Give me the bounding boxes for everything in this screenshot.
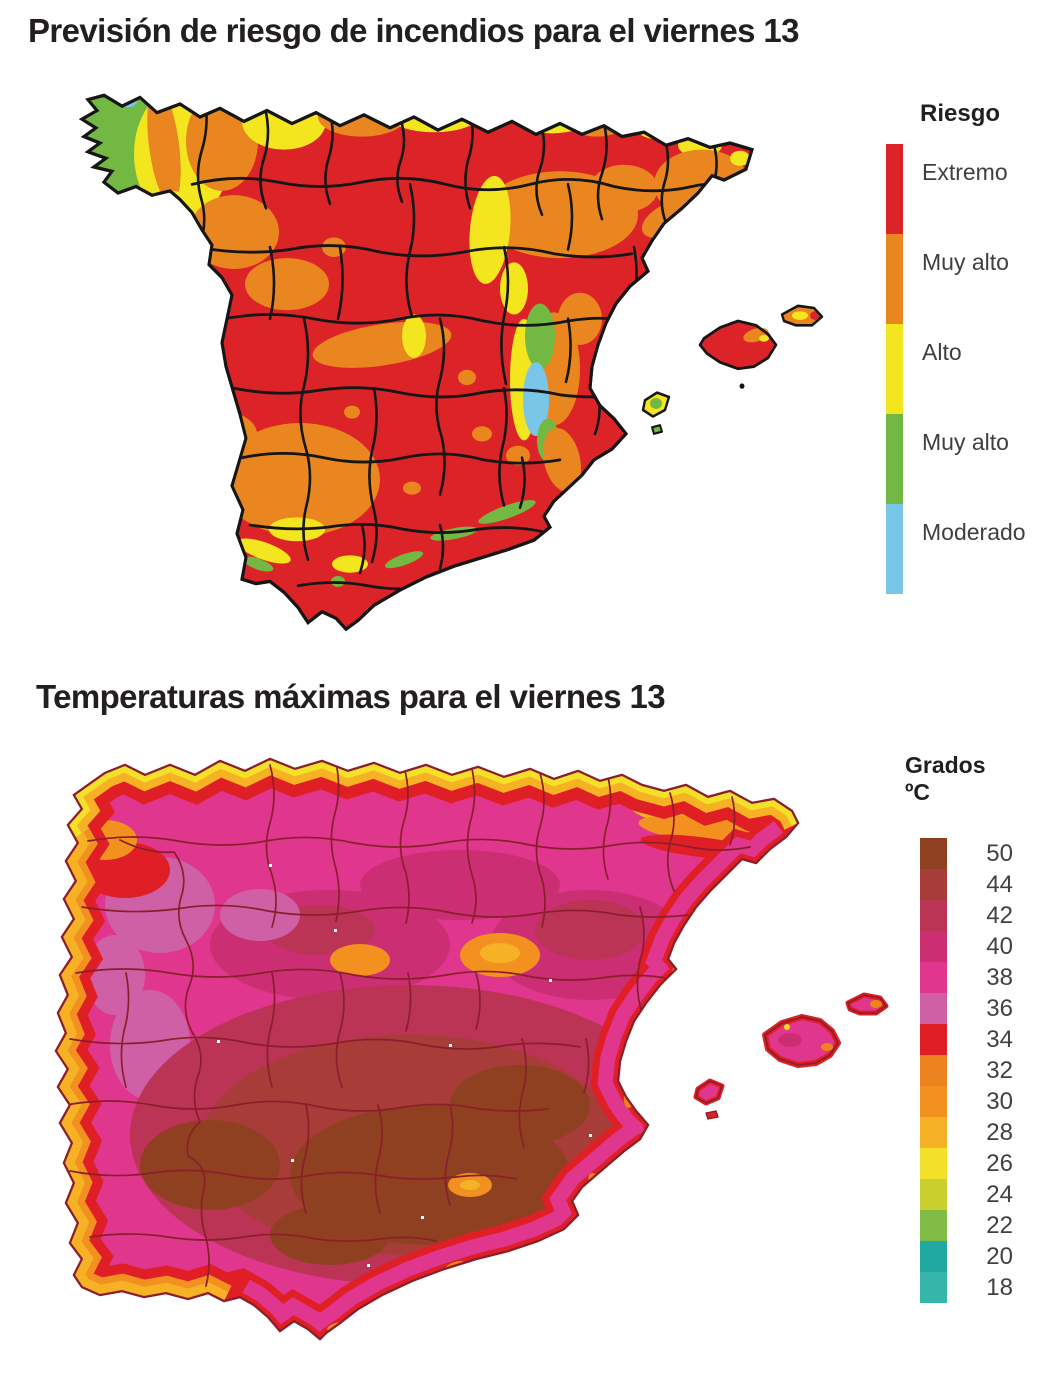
risk-legend-header: Riesgo <box>920 100 1001 127</box>
temp-legend-item: 50 <box>905 838 1015 869</box>
temp-legend-swatch <box>920 1241 947 1272</box>
temp-legend-swatch <box>920 962 947 993</box>
temp-legend-swatch <box>920 900 947 931</box>
temp-legend-swatch <box>920 1055 947 1086</box>
temp-legend-item: 32 <box>905 1055 1015 1086</box>
temp-legend-label: 24 <box>986 1181 1013 1208</box>
risk-legend-swatch <box>886 234 903 324</box>
temp-legend-label: 28 <box>986 1119 1013 1146</box>
risk-legend-label: Extremo <box>922 159 1008 185</box>
spain-temperature-map <box>54 757 889 1341</box>
temp-legend-items: 50 44 42 40 38 36 34 32 30 28 26 24 22 20 18 <box>905 838 1015 1303</box>
risk-legend-item: Alto <box>886 324 1061 414</box>
temp-legend-swatch <box>920 1148 947 1179</box>
temp-legend-label: 18 <box>986 1274 1013 1301</box>
temp-legend-label: 32 <box>986 1057 1013 1084</box>
temp-legend-swatch <box>920 931 947 962</box>
temp-legend-item: 38 <box>905 962 1015 993</box>
risk-legend-items: Extremo Muy alto Alto Muy alto Moderado <box>886 144 1061 594</box>
temp-legend-swatch <box>920 1210 947 1241</box>
risk-legend-swatch <box>886 144 903 234</box>
temp-legend-label: 42 <box>986 902 1013 929</box>
risk-legend-label: Alto <box>922 339 962 365</box>
temp-legend-swatch <box>920 838 947 869</box>
temp-legend-label: 36 <box>986 995 1013 1022</box>
temp-legend-item: 30 <box>905 1086 1015 1117</box>
risk-map-balearic-islands <box>641 304 824 435</box>
temp-legend-label: 30 <box>986 1088 1013 1115</box>
city-dots <box>217 864 592 1267</box>
temp-legend-swatch <box>920 1272 947 1303</box>
temp-legend-item: 24 <box>905 1179 1015 1210</box>
temp-legend-item: 34 <box>905 1024 1015 1055</box>
temp-legend-item: 20 <box>905 1241 1015 1272</box>
risk-legend-swatch <box>886 504 903 594</box>
temp-legend-label: 20 <box>986 1243 1013 1270</box>
temp-map-borders <box>65 762 751 1287</box>
risk-legend-item: Extremo <box>886 144 1061 234</box>
temp-legend-label: 38 <box>986 964 1013 991</box>
temperature-title: Temperaturas máximas para el viernes 13 <box>36 678 666 715</box>
fire-risk-title: Previsión de riesgo de incendios para el… <box>28 12 800 49</box>
temp-legend-label: 44 <box>986 871 1013 898</box>
risk-legend-item: Moderado <box>886 504 1061 594</box>
temp-legend-item: 18 <box>905 1272 1015 1303</box>
risk-legend-item: Muy alto <box>886 234 1061 324</box>
temperature-legend: Grados ºC 50 44 42 40 38 36 34 32 30 28 26 24 22 20 18 <box>905 752 1015 1303</box>
temp-legend-label: 26 <box>986 1150 1013 1177</box>
risk-legend-label: Muy alto <box>922 429 1009 455</box>
temp-legend-label: 34 <box>986 1026 1013 1053</box>
temp-legend-swatch <box>920 993 947 1024</box>
temp-legend-label: 40 <box>986 933 1013 960</box>
spain-fire-risk-map <box>78 93 824 632</box>
temp-legend-swatch <box>920 1086 947 1117</box>
temp-legend-item: 36 <box>905 993 1015 1024</box>
temp-legend-swatch <box>920 1024 947 1055</box>
temp-legend-item: 22 <box>905 1210 1015 1241</box>
temp-map-balearic-islands <box>693 992 889 1120</box>
risk-legend-label: Moderado <box>922 519 1026 545</box>
temp-legend-swatch <box>920 1179 947 1210</box>
temp-legend-swatch <box>920 1117 947 1148</box>
temp-legend-label: 22 <box>986 1212 1013 1239</box>
risk-legend-label: Muy alto <box>922 249 1009 275</box>
temp-legend-item: 44 <box>905 869 1015 900</box>
risk-legend: Riesgo Extremo Muy alto Alto Muy alto Modera… <box>886 100 1061 594</box>
temperature-legend-header: Grados ºC <box>905 752 986 805</box>
risk-legend-swatch <box>886 324 903 414</box>
temp-legend-item: 42 <box>905 900 1015 931</box>
risk-legend-item: Muy alto <box>886 414 1061 504</box>
risk-legend-swatch <box>886 414 903 504</box>
temp-legend-label: 50 <box>986 840 1013 867</box>
temp-legend-item: 28 <box>905 1117 1015 1148</box>
temp-legend-item: 40 <box>905 931 1015 962</box>
temp-legend-item: 26 <box>905 1148 1015 1179</box>
temp-legend-swatch <box>920 869 947 900</box>
